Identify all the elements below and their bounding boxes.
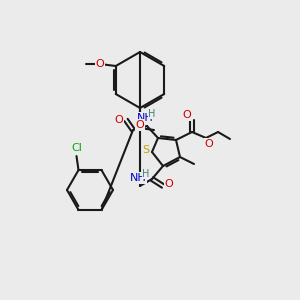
Text: NH: NH: [130, 173, 146, 183]
Text: Cl: Cl: [71, 143, 82, 153]
Text: O: O: [115, 115, 123, 125]
Text: O: O: [165, 179, 173, 189]
Text: O: O: [95, 59, 104, 69]
Text: O: O: [136, 120, 144, 130]
Text: H: H: [142, 169, 150, 179]
Text: NH: NH: [136, 113, 153, 123]
Text: O: O: [183, 110, 191, 120]
Text: S: S: [142, 145, 150, 155]
Text: H: H: [148, 109, 156, 119]
Text: O: O: [205, 139, 213, 149]
